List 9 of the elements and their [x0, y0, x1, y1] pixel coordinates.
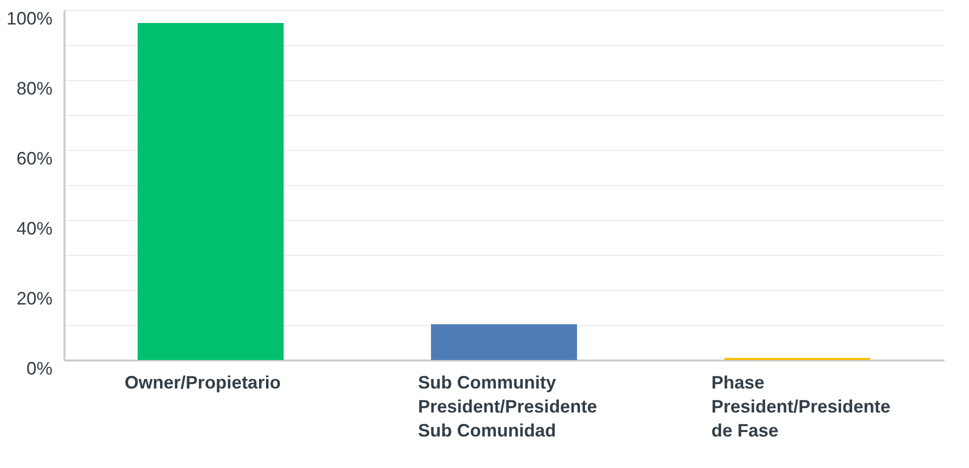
y-tick-label: 60%: [16, 148, 52, 168]
y-tick-label: 20%: [16, 288, 52, 308]
y-tick-label: 80%: [16, 78, 52, 98]
x-tick-label: Phase President/Presidente de Fase: [711, 372, 890, 440]
x-tick-label: Owner/Propietario: [124, 372, 281, 392]
x-tick-label: Sub Community President/Presidente Sub Comunidad: [418, 372, 598, 440]
y-tick-label: 100%: [6, 8, 52, 28]
y-tick-label: 0%: [26, 358, 52, 378]
y-tick-label: 40%: [16, 218, 52, 238]
